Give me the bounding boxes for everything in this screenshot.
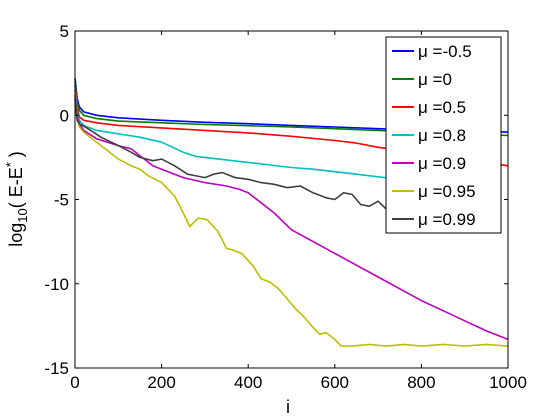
legend-label: μ =0.9 [418, 154, 466, 173]
y-axis-title-superscript: * [3, 162, 18, 167]
y-tick-label: -5 [54, 191, 69, 210]
axis-ticks [74, 30, 509, 369]
plot-series [74, 78, 509, 347]
series-line-6 [74, 98, 422, 218]
y-axis-title-open: ( E-E [6, 167, 26, 208]
x-tick-label: 600 [321, 373, 349, 392]
legend-label: μ =0 [418, 70, 452, 89]
x-tick-label: 400 [234, 373, 262, 392]
x-tick-label: 200 [147, 373, 175, 392]
y-axis-title-close: ) [6, 151, 26, 162]
axis-tick-labels: 0 200 400 600 800 1000 5 0 -5 -10 -15 [44, 22, 526, 392]
y-axis-title: log10( E-E* ) [3, 151, 30, 247]
series-line-3 [74, 89, 465, 187]
series-line-4 [74, 94, 509, 341]
x-axis-title: i [286, 397, 290, 417]
legend-label: μ =-0.5 [418, 42, 472, 61]
x-tick-label: 1000 [489, 373, 527, 392]
x-tick-label: 0 [70, 373, 79, 392]
y-axis-title-base: log [6, 223, 26, 247]
x-tick-label: 800 [407, 373, 435, 392]
legend: μ =-0.5 μ =0 μ =0.5 μ =0.8 μ =0.9 μ =0.95 μ =0… [385, 36, 502, 234]
legend-label: μ =0.99 [418, 210, 476, 229]
legend-label: μ =0.5 [418, 98, 466, 117]
y-tick-label: 0 [60, 106, 69, 125]
y-tick-label: -10 [44, 275, 69, 294]
y-tick-label: -15 [44, 359, 69, 378]
legend-label: μ =0.95 [418, 182, 476, 201]
series-line-5 [74, 98, 509, 347]
legend-label: μ =0.8 [418, 126, 466, 145]
y-tick-label: 5 [60, 22, 69, 41]
y-axis-title-subscript: 10 [15, 208, 30, 222]
